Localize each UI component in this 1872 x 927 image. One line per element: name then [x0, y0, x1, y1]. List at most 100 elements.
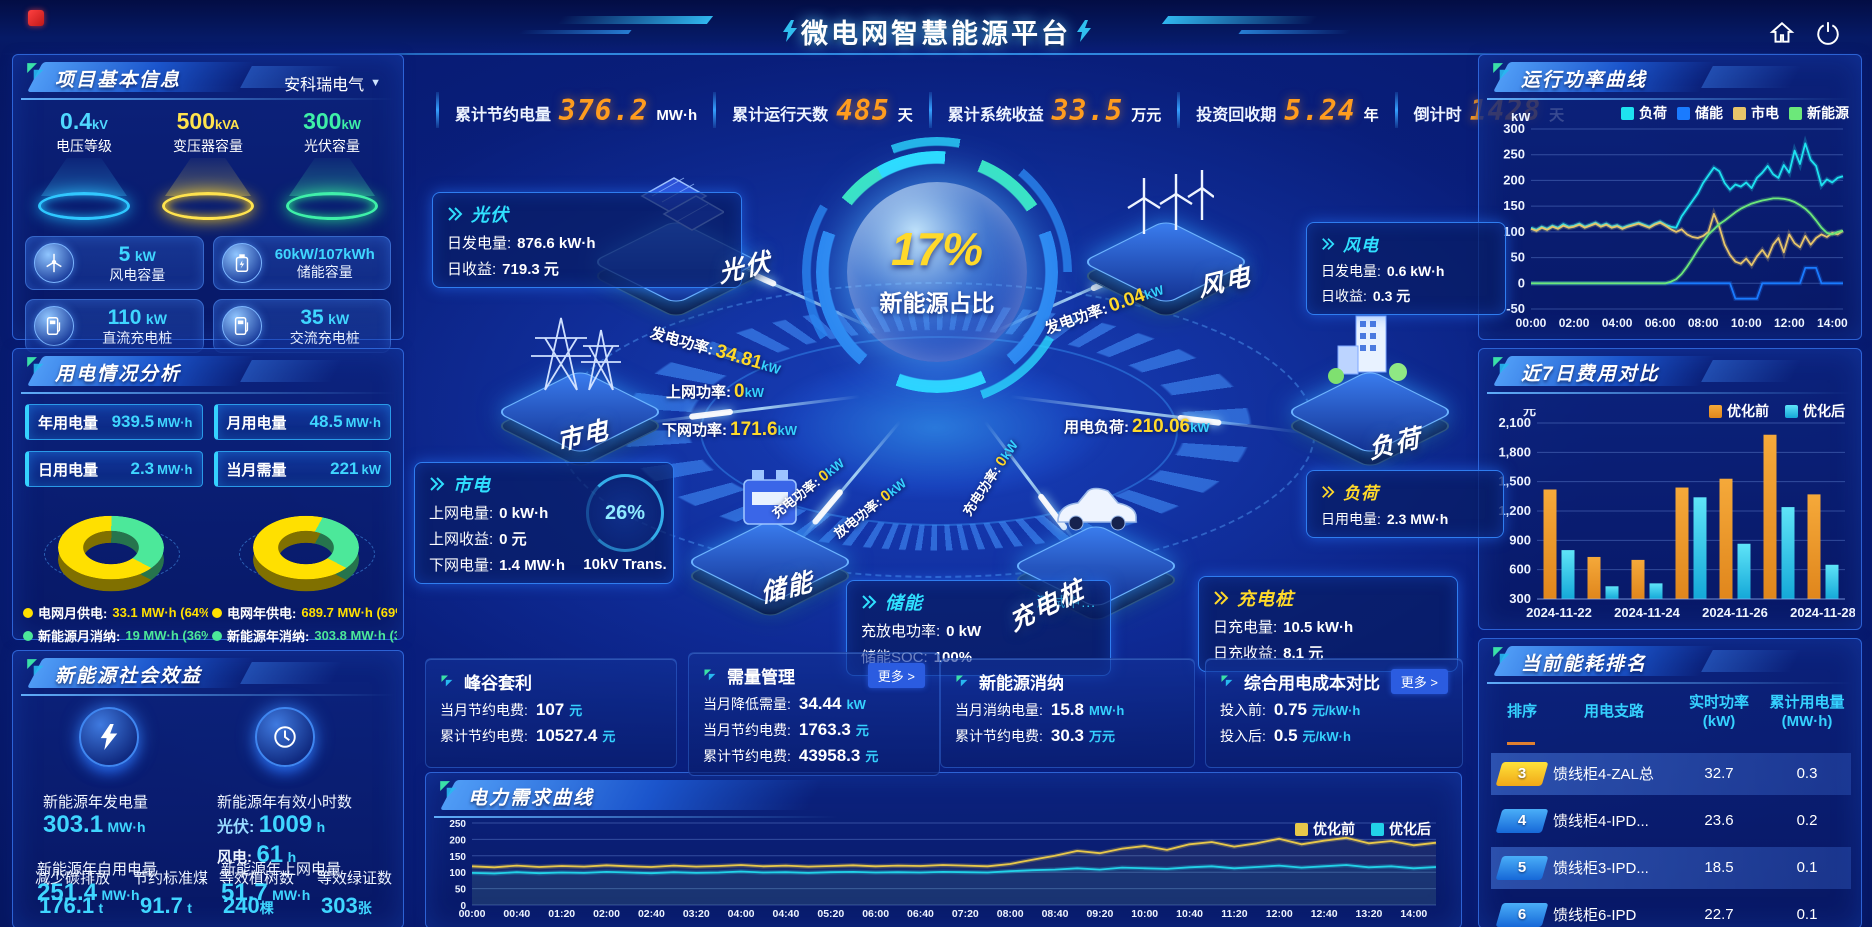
legend-item[interactable]: 优化前 — [1295, 819, 1355, 839]
row-key: 日收益: — [447, 261, 497, 278]
power-icon — [1817, 22, 1839, 45]
legend-label: 优化后 — [1389, 821, 1431, 837]
cone-label: 电压等级 — [56, 138, 112, 154]
kpi-label: 累计节约电量 — [455, 106, 552, 124]
kpi-separator — [713, 92, 717, 128]
panel-cost-compare: 近7日费用对比 优化前 优化后 2,100 1,800 1,500 1,200 900 60… — [1478, 348, 1862, 630]
header-decor-streak — [556, 16, 714, 24]
svg-text:12:00: 12:00 — [1266, 908, 1293, 920]
legend-swatch — [1785, 404, 1798, 418]
row-key: 当月节约电费: — [440, 702, 528, 718]
table-row[interactable]: 3 馈线柜4-ZAL总 32.7 0.3 — [1491, 752, 1851, 795]
svg-text:04:00: 04:00 — [1602, 316, 1633, 330]
kpi-separator — [436, 92, 439, 128]
legend-item: 电网年供电: 689.7 MW·h (69%) — [212, 603, 397, 622]
lightning-icon — [100, 724, 118, 750]
panel-power-analysis: 用电情况分析 年用电量 939.5 MW·h 月用电量 48.5 MW·h 日用电量 2.… — [12, 348, 404, 644]
wind-hours-key: 风电: — [217, 849, 252, 866]
panel-power-curve: 运行功率曲线 负荷 储能 市电 新能源 300 250 200 150 100 50 0 -50 kW… — [1478, 54, 1862, 340]
legend-dot — [23, 607, 33, 618]
card-cost-compare: 综合用电成本对比 更多 > 投入前: 0.75 元/kW·h 投入后: 0.5 元/kW·… — [1205, 658, 1463, 768]
row-key: 日收益: — [1321, 288, 1367, 304]
svg-text:1,500: 1,500 — [1498, 474, 1531, 489]
svg-text:08:40: 08:40 — [1042, 908, 1069, 920]
cone-pv: 300kW 光伏容量 — [271, 108, 393, 220]
legend-value: 33.1 MW·h (64%) — [112, 605, 208, 620]
row-unit: kW — [846, 697, 866, 712]
row-unit: 元 — [602, 729, 616, 744]
panel-energy-ranking: 当前能耗排名 排序 用电支路 实时功率 (kW) 累计用电量 (MW·h) 3 馈线… — [1478, 638, 1862, 927]
kpi-system-income: 累计系统收益 33.5 万元 — [932, 94, 1177, 127]
energy-value: 0.1 — [1796, 906, 1818, 923]
chart-legend: 优化前 优化后 — [1295, 819, 1431, 839]
svg-text:06:00: 06:00 — [862, 908, 889, 920]
more-button[interactable]: 更多 > — [867, 663, 925, 688]
table-row[interactable]: 4 馈线柜4-IPD... 23.6 0.2 — [1491, 800, 1851, 842]
row-unit: 元 — [865, 749, 879, 764]
row-value: 1.4 MW·h — [499, 557, 566, 574]
battery-icon — [221, 243, 262, 283]
card-demand-mgmt: 需量管理 更多 > 当月降低需量: 34.44 kW 当月节约电费: 1763.3 元 累… — [688, 652, 940, 776]
node-grid — [495, 317, 665, 469]
svg-text:150: 150 — [1503, 198, 1525, 213]
node-storage — [685, 468, 855, 619]
legend-item[interactable]: 负荷 — [1621, 103, 1667, 123]
row-value: 0.75 — [1273, 700, 1307, 719]
ranking-table: 排序 用电支路 实时功率 (kW) 累计用电量 (MW·h) 3 馈线柜4-ZAL总… — [1491, 694, 1851, 927]
cone-beam — [165, 158, 251, 196]
kpi-unit: 年 — [1363, 106, 1379, 124]
legend-item: 电网月供电: 33.1 MW·h (64%) — [23, 603, 208, 622]
stat-label: 月用电量 — [226, 414, 287, 432]
legend-item[interactable]: 优化前 — [1709, 401, 1769, 421]
svg-text:900: 900 — [1509, 532, 1531, 547]
svg-text:13:20: 13:20 — [1356, 908, 1383, 920]
legend-item[interactable]: 新能源 — [1789, 103, 1849, 123]
legend-label: 电网年供电: — [227, 606, 297, 621]
home-button[interactable] — [1764, 16, 1800, 50]
more-button[interactable]: 更多 > — [1390, 669, 1448, 694]
box-title: 储能 — [885, 593, 923, 613]
row-unit: 万元 — [1088, 729, 1115, 744]
capacity-cones: 0.4kV 电压等级 500kVA 变压器容量 300kW 光伏容量 — [13, 96, 403, 220]
legend-item[interactable]: 优化后 — [1371, 819, 1431, 839]
panel-header: 项目基本信息 安科瑞电气 ▼ — [19, 60, 397, 100]
row-value: 2.3 MW·h — [1386, 511, 1449, 527]
row-value: 0 元 — [499, 531, 527, 548]
legend-swatch — [1677, 106, 1690, 120]
co2-label: 减少碳排放 — [35, 870, 111, 887]
legend-item: 新能源月消纳: 19 MW·h (36%) — [23, 626, 208, 645]
svg-text:2024-11-26: 2024-11-26 — [1702, 605, 1768, 620]
tree-unit: 棵 — [259, 900, 274, 916]
svg-text:00:40: 00:40 — [503, 908, 530, 920]
legend-item[interactable]: 市电 — [1733, 103, 1779, 123]
row-value: 0.5 — [1273, 726, 1298, 745]
panel-title: 当前能耗排名 — [1521, 654, 1648, 675]
legend-label: 新能源年消纳: — [227, 629, 310, 644]
kpi-separator — [1177, 92, 1181, 128]
coal-unit: t — [187, 900, 192, 916]
company-name: 安科瑞电气 — [284, 77, 365, 94]
table-row[interactable]: 6 馈线柜6-IPD 22.7 0.1 — [1491, 894, 1851, 927]
stat-label: 储能容量 — [296, 264, 353, 281]
legend-swatch — [1371, 822, 1384, 836]
company-select[interactable]: 安科瑞电气 ▼ — [284, 71, 381, 95]
corner-icon — [1493, 63, 1510, 80]
panel-demand-curve: 电力需求曲线 优化前 优化后 250 200 150 100 50 0 kW 00:00 00:4… — [425, 772, 1462, 927]
branch-name: 馈线柜6-IPD — [1553, 907, 1637, 924]
power-button[interactable] — [1810, 16, 1846, 50]
legend-swatch — [1295, 822, 1308, 836]
row-value: 719.3 元 — [502, 261, 559, 278]
panel-header: 电力需求曲线 — [432, 778, 840, 818]
legend-item[interactable]: 优化后 — [1785, 401, 1845, 421]
node-charger — [1011, 472, 1181, 623]
table-row[interactable]: 5 馈线柜3-IPD... 18.5 0.1 — [1491, 846, 1851, 889]
legend-dot — [23, 630, 33, 641]
svg-text:kW: kW — [452, 815, 472, 818]
storage-status: 测试中... — [1036, 594, 1096, 610]
stat-year-consumption: 年用电量 939.5 MW·h — [25, 404, 203, 440]
legend-item[interactable]: 储能 — [1677, 103, 1723, 123]
building-icon — [1328, 315, 1407, 384]
battery-storage-icon — [743, 470, 797, 525]
stat-value: 35 — [300, 305, 324, 329]
panel-title: 近7日费用对比 — [1521, 364, 1660, 385]
